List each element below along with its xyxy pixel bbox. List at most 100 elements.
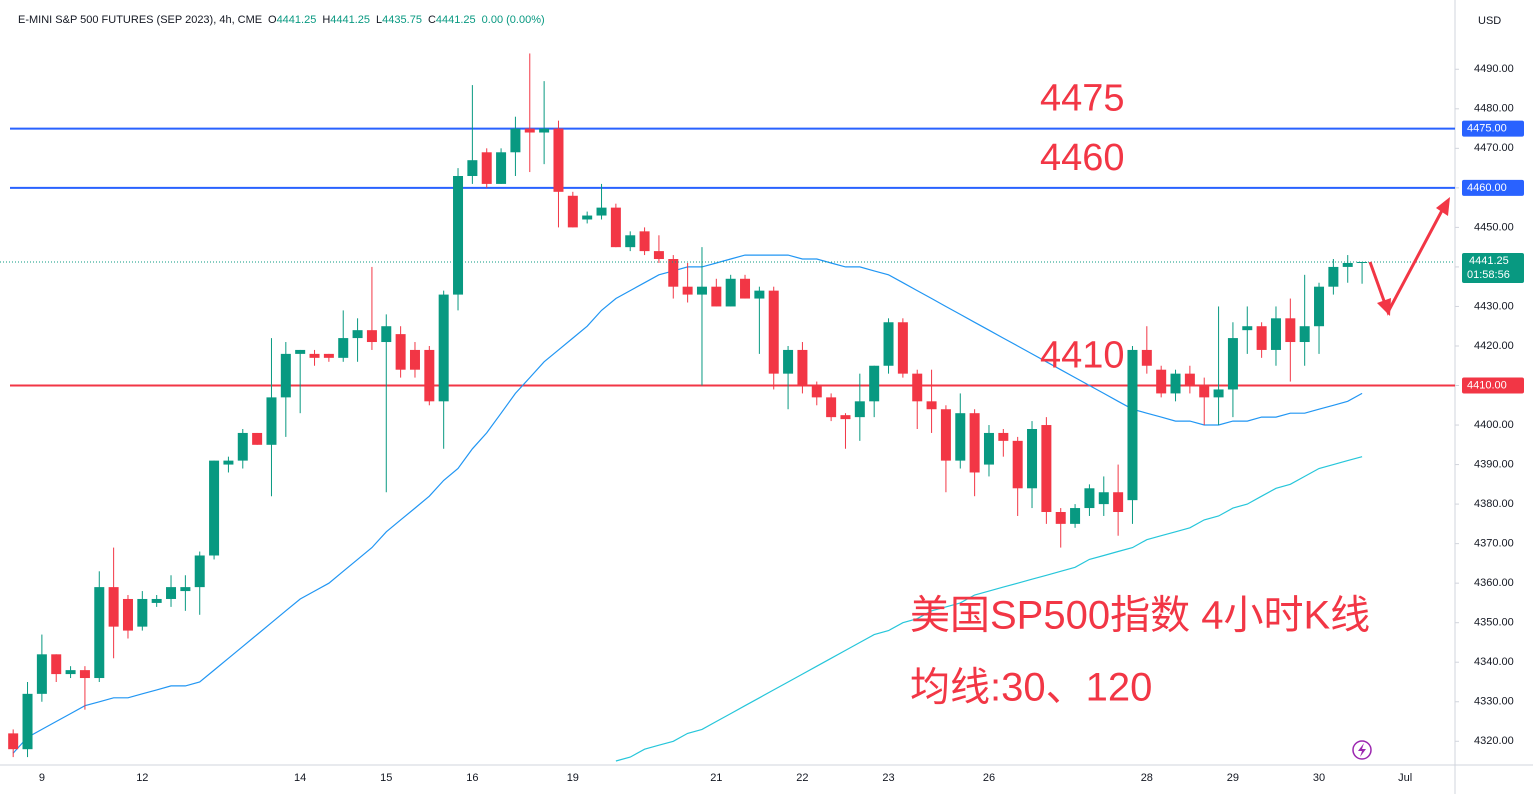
candle-body bbox=[424, 349, 435, 402]
x-tick-label: 9 bbox=[39, 772, 45, 784]
candle-body bbox=[481, 152, 492, 184]
candle-body bbox=[783, 349, 794, 374]
candle-body bbox=[869, 365, 880, 402]
candle-body bbox=[768, 290, 779, 374]
candle-body bbox=[108, 587, 119, 627]
ohlc-change: 0.00 (0.00%) bbox=[482, 14, 545, 26]
candle-body bbox=[223, 460, 234, 465]
candle-body bbox=[983, 432, 994, 465]
ohlc-header: O4441.25 H4441.25 L4435.75 C4441.25 0.00 (0.… bbox=[268, 14, 545, 26]
candle-body bbox=[1127, 349, 1138, 501]
ohlc-key: C bbox=[428, 14, 436, 26]
price-tag-label: 4460.00 bbox=[1467, 182, 1507, 194]
ohlc-key: O bbox=[268, 14, 277, 26]
ohlc-key: H bbox=[322, 14, 330, 26]
y-tick-label: 4350.00 bbox=[1474, 617, 1514, 629]
y-tick-label: 4320.00 bbox=[1474, 735, 1514, 747]
price-tag bbox=[1462, 120, 1524, 137]
candle-body bbox=[1012, 440, 1023, 489]
ohlc-value: 4441.25 bbox=[436, 14, 476, 26]
currency: USD bbox=[1478, 15, 1501, 27]
candle-body bbox=[381, 326, 392, 343]
candle-body bbox=[797, 349, 808, 386]
candle-body bbox=[1027, 428, 1038, 489]
last-price-tag bbox=[1462, 252, 1524, 283]
candle-body bbox=[1141, 349, 1152, 366]
replay-icon[interactable] bbox=[1352, 740, 1372, 760]
candle-body bbox=[1328, 266, 1339, 287]
x-tick-label: 12 bbox=[136, 772, 148, 784]
y-tick-label: 4390.00 bbox=[1474, 458, 1514, 470]
candle-body bbox=[1242, 326, 1253, 331]
price-tag-label: 4475.00 bbox=[1467, 122, 1507, 134]
candle-body bbox=[1256, 326, 1267, 350]
candle-body bbox=[940, 409, 951, 461]
candle-body bbox=[1199, 385, 1210, 398]
y-tick-label: 4490.00 bbox=[1474, 63, 1514, 75]
candle-body bbox=[8, 733, 19, 750]
candle-body bbox=[596, 207, 607, 216]
ohlc-value: 4441.25 bbox=[330, 14, 370, 26]
candle-body bbox=[539, 128, 550, 133]
candle-body bbox=[854, 401, 865, 418]
candle-body bbox=[567, 195, 578, 228]
candle-body bbox=[696, 286, 707, 295]
candle-body bbox=[36, 654, 47, 694]
candle-body bbox=[524, 128, 535, 133]
candle-body bbox=[897, 322, 908, 374]
level-annotation: 4460 bbox=[1040, 137, 1125, 179]
y-tick-label: 4370.00 bbox=[1474, 538, 1514, 550]
candle-body bbox=[352, 330, 363, 339]
candle-body bbox=[438, 294, 449, 402]
candle-body bbox=[582, 215, 593, 220]
candle-body bbox=[1342, 262, 1353, 267]
candle-body bbox=[252, 432, 263, 445]
x-tick-label: 15 bbox=[380, 772, 392, 784]
candle-body bbox=[1314, 286, 1325, 327]
candle-body bbox=[840, 415, 851, 420]
x-tick-label: 30 bbox=[1313, 772, 1325, 784]
y-tick-label: 4360.00 bbox=[1474, 577, 1514, 589]
candle-body bbox=[754, 290, 765, 299]
candle-body bbox=[883, 322, 894, 366]
candle-body bbox=[496, 152, 507, 184]
x-tick-label: 22 bbox=[796, 772, 808, 784]
y-tick-label: 4380.00 bbox=[1474, 498, 1514, 510]
ohlc-value: 4441.25 bbox=[277, 14, 317, 26]
candle-body bbox=[610, 207, 621, 248]
candle-body bbox=[1113, 492, 1124, 513]
candle-body bbox=[166, 587, 177, 599]
candle-body bbox=[51, 654, 62, 675]
candle-body bbox=[1084, 488, 1095, 509]
ohlc-key: L bbox=[376, 14, 382, 26]
candle-body bbox=[266, 397, 277, 445]
candle-body bbox=[1055, 512, 1066, 524]
candle-body bbox=[65, 670, 76, 675]
candle-body bbox=[295, 349, 306, 354]
y-tick-label: 4340.00 bbox=[1474, 656, 1514, 668]
symbol-title: E-MINI S&P 500 FUTURES (SEP 2023), 4h, C… bbox=[18, 14, 262, 26]
candle-body bbox=[180, 587, 191, 592]
candle-body bbox=[151, 598, 162, 603]
price-tag-label: 4410.00 bbox=[1467, 379, 1507, 391]
candle-body bbox=[22, 693, 33, 750]
candle-body bbox=[1170, 373, 1181, 394]
candle-body bbox=[1299, 326, 1310, 343]
candle-body bbox=[826, 397, 837, 418]
candle-body bbox=[1184, 373, 1195, 386]
candle-body bbox=[409, 349, 420, 370]
candle-body bbox=[323, 353, 334, 358]
candle-body bbox=[1227, 338, 1238, 390]
x-tick-label: Jul bbox=[1398, 772, 1412, 784]
candle-body bbox=[1041, 425, 1052, 513]
candle-body bbox=[912, 373, 923, 402]
candle-body bbox=[926, 401, 937, 410]
candle-body bbox=[338, 338, 349, 358]
candle-body bbox=[1156, 369, 1167, 394]
candle-body bbox=[955, 413, 966, 461]
x-tick-label: 14 bbox=[294, 772, 306, 784]
candle-body bbox=[653, 251, 664, 260]
candle-body bbox=[510, 128, 521, 153]
x-tick-label: 28 bbox=[1141, 772, 1153, 784]
candle-body bbox=[682, 286, 693, 295]
